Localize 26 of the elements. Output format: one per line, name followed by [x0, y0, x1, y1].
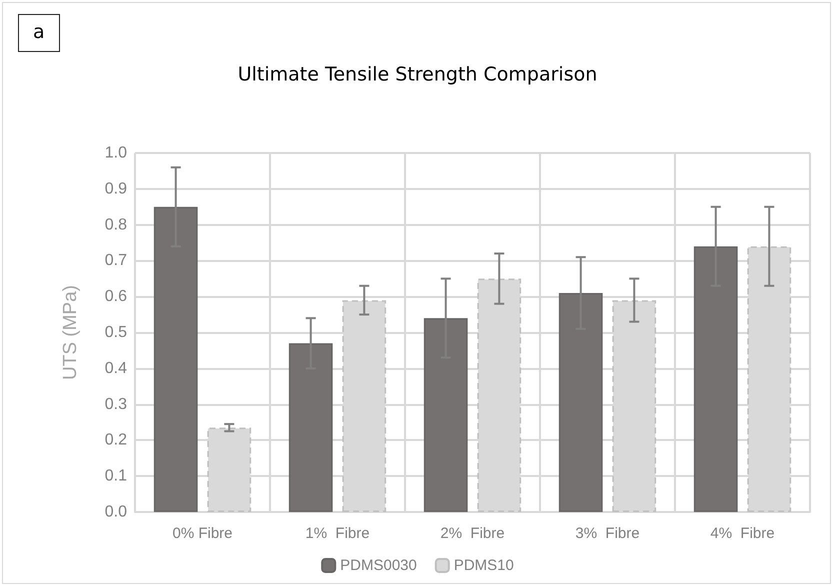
y-tick-label: 0.7 — [104, 252, 128, 270]
x-tick-label: 0% Fibre — [172, 525, 233, 542]
y-tick-label: 0.2 — [104, 432, 128, 449]
text: a — [18, 14, 60, 52]
bar — [558, 293, 603, 512]
y-tick-label: 0.6 — [104, 288, 128, 306]
y-tick-label: 0.3 — [104, 396, 128, 413]
bar — [154, 206, 198, 512]
legend-label: PDMS0030 — [340, 557, 417, 574]
y-tick-label: 0.1 — [104, 468, 128, 485]
y-tick-label: 0.4 — [104, 360, 128, 377]
y-tick-label: 0.9 — [104, 180, 128, 198]
y-axis-title: UTS (MPa) — [60, 285, 81, 380]
bar — [288, 343, 333, 512]
legend-label: PDMS10 — [454, 557, 514, 574]
y-tick-label: 0.0 — [104, 504, 128, 520]
y-tick-label: 0.8 — [104, 216, 128, 234]
y-tick-label: 1.0 — [104, 144, 128, 162]
y-tick-label: 0.5 — [104, 324, 128, 341]
chart-title: Ultimate Tensile Strength Comparison — [238, 64, 598, 86]
bar — [424, 318, 468, 512]
bar — [694, 246, 738, 512]
x-tick-label: 1% Fibre — [305, 525, 370, 542]
x-tick-label: 2% Fibre — [440, 525, 505, 542]
x-tick-label: 3% Fibre — [575, 525, 640, 542]
x-tick-label: 4% Fibre — [710, 525, 775, 542]
